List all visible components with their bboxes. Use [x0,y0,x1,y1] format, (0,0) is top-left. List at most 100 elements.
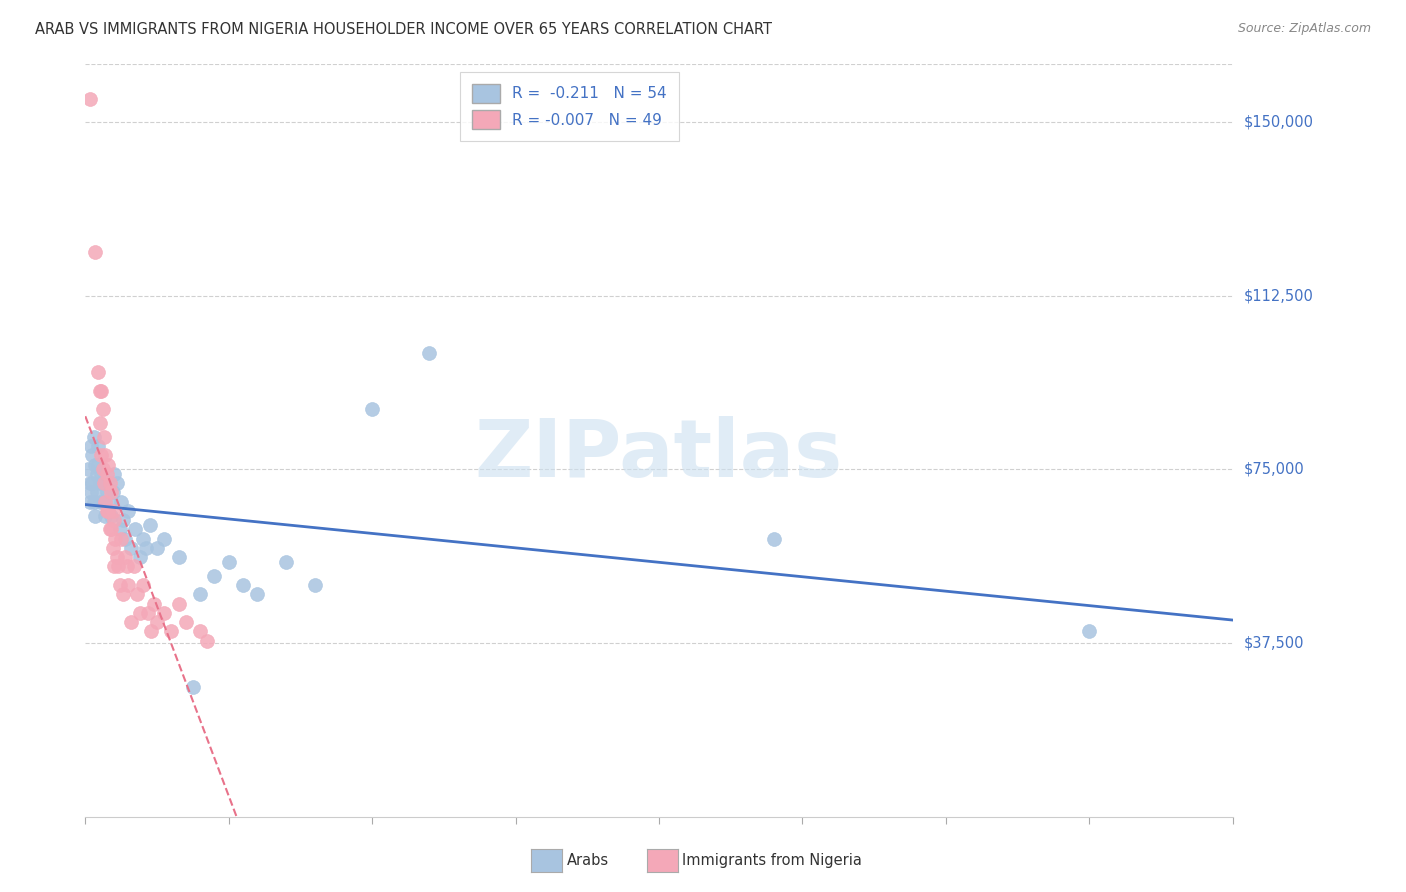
Point [174,615,197,629]
Text: Source: ZipAtlas.com: Source: ZipAtlas.com [1237,22,1371,36]
Point [91,402,114,417]
Point [120,615,142,629]
Point [167,597,190,611]
Point [107,559,129,574]
Point [135,541,157,555]
Point [202,568,225,582]
Point [146,615,169,629]
Point [117,578,139,592]
Point [98,523,121,537]
Point [167,550,190,565]
Point [84,508,107,523]
Point [103,467,125,481]
Point [90,448,112,462]
Point [80,439,103,453]
Point [97,458,120,472]
Point [114,550,136,565]
Point [232,578,254,592]
Point [86,467,108,481]
Point [195,633,218,648]
Point [77,462,100,476]
Point [111,587,134,601]
Point [160,624,183,639]
Text: Immigrants from Nigeria: Immigrants from Nigeria [682,854,862,868]
Point [131,532,153,546]
Point [762,532,785,546]
Point [105,476,128,491]
Point [117,504,139,518]
Point [80,485,103,500]
Point [84,244,107,259]
Point [418,346,440,360]
Point [108,523,131,537]
Point [82,476,104,491]
Text: $75,000: $75,000 [1244,462,1305,476]
Point [83,430,105,444]
Text: Arabs: Arabs [567,854,609,868]
Point [110,494,132,508]
Point [89,384,111,398]
Point [87,365,110,379]
Point [153,532,176,546]
Point [188,624,211,639]
Point [98,494,121,508]
Point [128,550,150,565]
Point [122,559,145,574]
Point [84,458,107,472]
Point [93,430,115,444]
Point [218,555,240,569]
Point [1078,624,1101,639]
Point [110,532,132,546]
Text: ARAB VS IMMIGRANTS FROM NIGERIA HOUSEHOLDER INCOME OVER 65 YEARS CORRELATION CHA: ARAB VS IMMIGRANTS FROM NIGERIA HOUSEHOL… [35,22,772,37]
Point [105,550,128,565]
Point [304,578,326,592]
Point [100,485,122,500]
Point [96,467,118,481]
Point [89,476,111,491]
Point [97,504,120,518]
Point [181,680,204,694]
Legend: R =  -0.211   N = 54, R = -0.007   N = 49: R = -0.211 N = 54, R = -0.007 N = 49 [460,71,679,141]
Point [90,384,112,398]
Point [89,494,111,508]
Point [82,448,104,462]
Point [91,462,114,476]
Point [96,485,118,500]
Point [131,578,153,592]
Point [79,476,101,491]
Text: $150,000: $150,000 [1244,114,1313,129]
Point [143,597,166,611]
Point [146,541,169,555]
Point [100,523,122,537]
Point [101,504,124,518]
Point [103,513,125,527]
Point [115,559,138,574]
Point [90,467,112,481]
Text: $37,500: $37,500 [1244,635,1305,650]
Point [93,476,115,491]
Point [104,532,127,546]
Point [91,494,114,508]
Point [141,624,163,639]
Point [86,485,108,500]
Point [246,587,269,601]
Point [101,541,124,555]
Point [108,578,131,592]
Point [103,559,125,574]
Point [139,517,162,532]
Text: ZIPatlas: ZIPatlas [475,417,844,494]
Point [101,485,124,500]
Point [94,494,117,508]
Point [138,606,160,620]
Point [100,508,122,523]
Point [93,476,115,491]
Point [98,476,121,491]
Point [153,606,176,620]
Point [89,416,111,430]
Point [114,532,136,546]
Point [274,555,297,569]
Point [87,458,110,472]
Point [94,508,117,523]
Point [361,402,384,417]
Point [125,587,148,601]
